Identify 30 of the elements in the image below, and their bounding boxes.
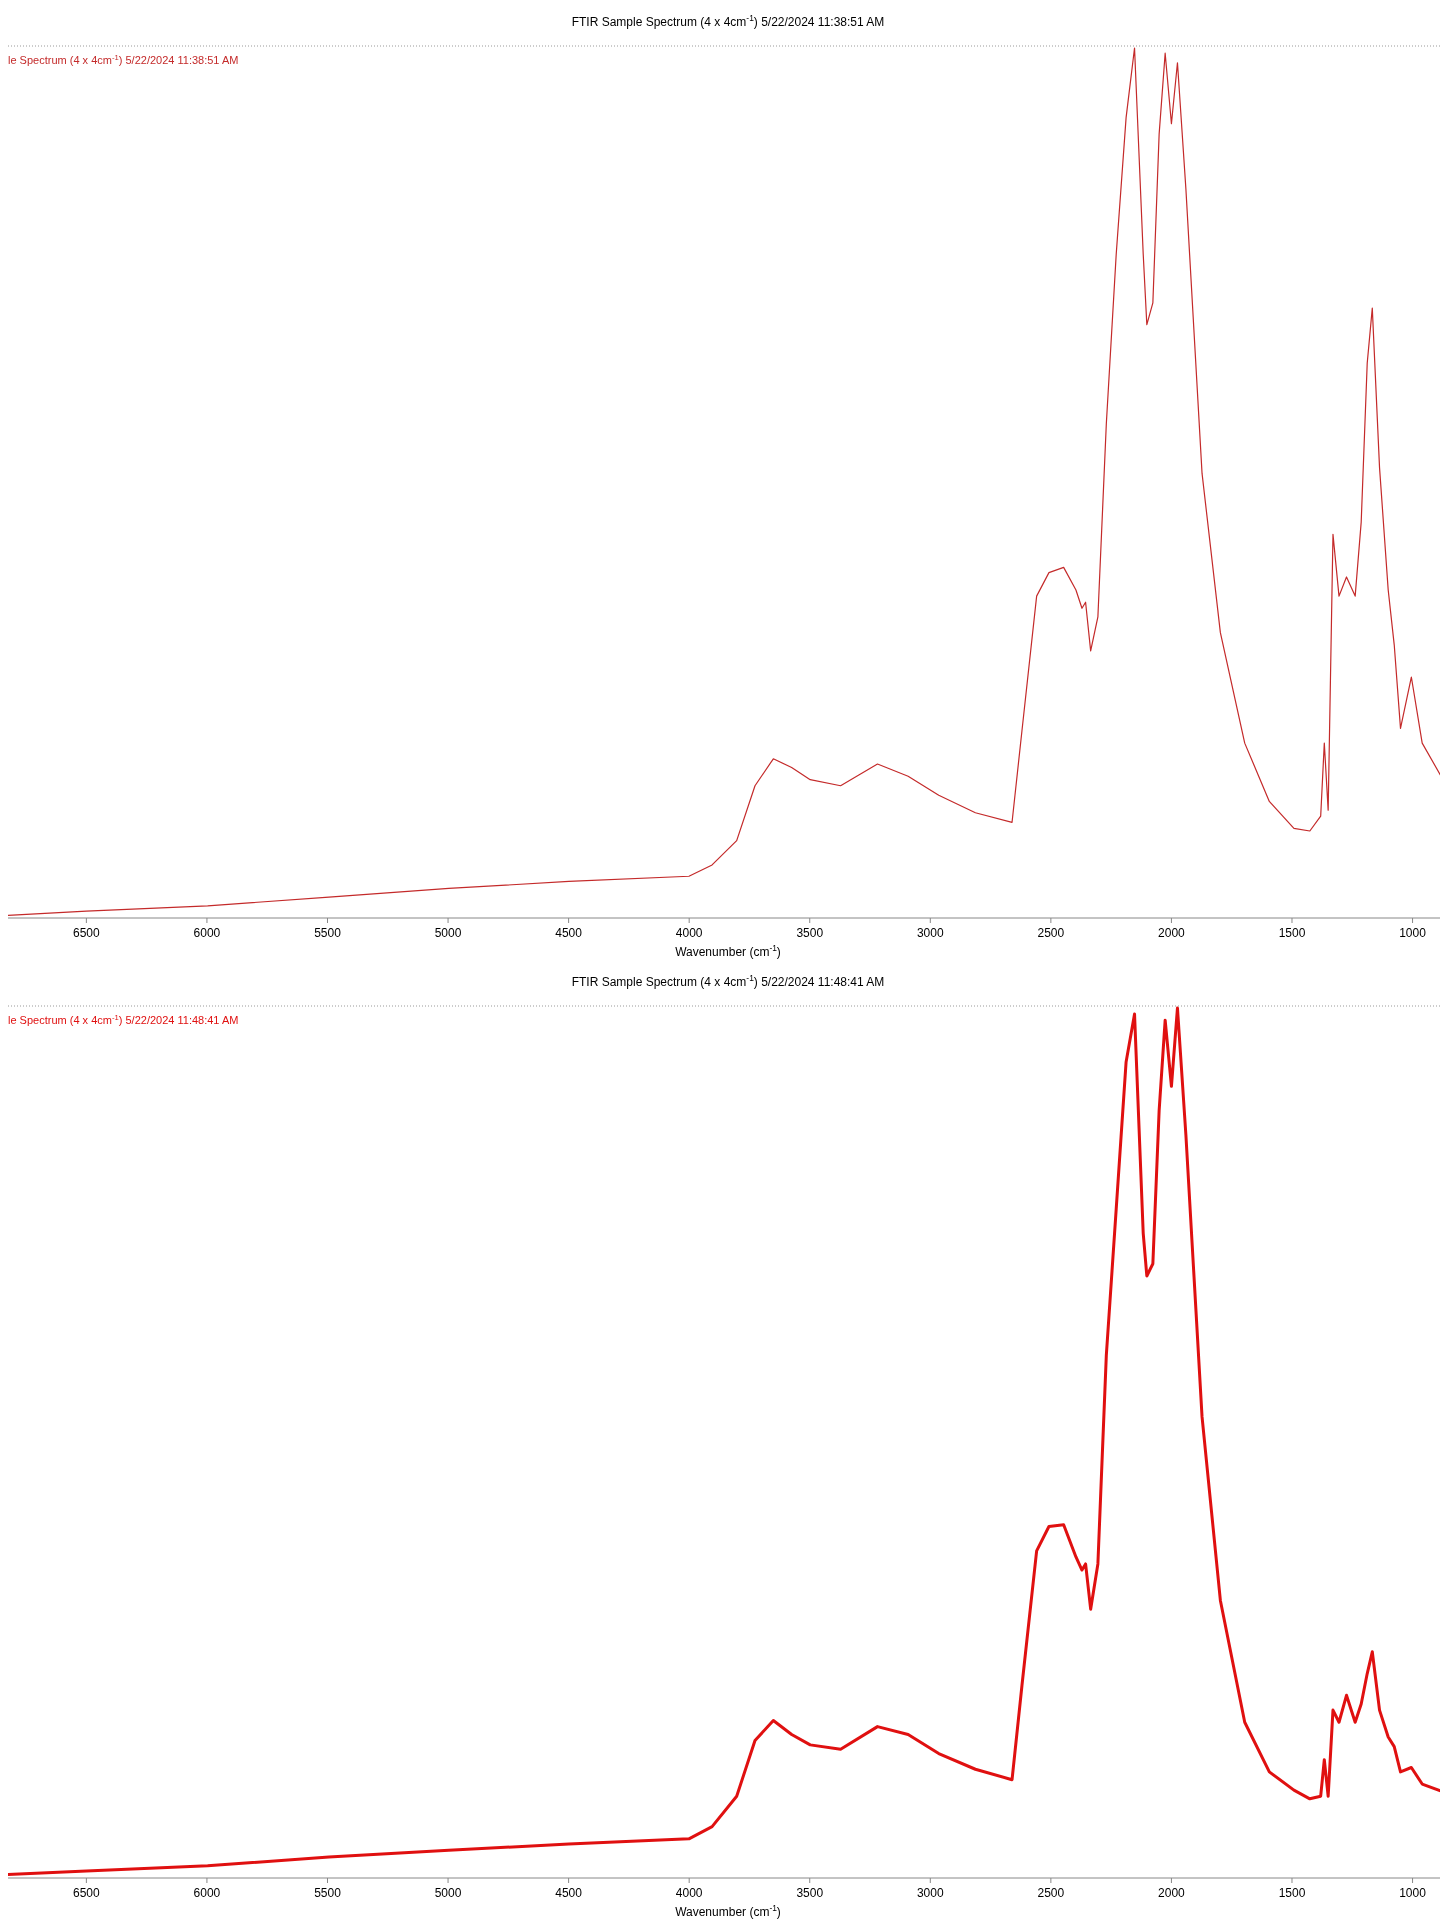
x-tick-label: 4500 [555, 926, 583, 940]
x-tick-label: 5500 [314, 1886, 342, 1900]
x-tick-label: 1500 [1278, 1886, 1306, 1900]
x-tick-label: 3000 [916, 926, 944, 940]
x-tick-label: 4000 [675, 1886, 703, 1900]
x-tick-label: 4500 [555, 1886, 583, 1900]
x-axis-title: Wavenumber (cm$^{-1}$) [675, 1903, 781, 1919]
chart-title: FTIR Sample Spectrum (4 x 4cm$^{-1}$) 5/22/2024 11:38:51 AM [571, 13, 885, 29]
x-tick-label: 5000 [434, 926, 462, 940]
x-axis-title: Wavenumber (cm$^{-1}$) [675, 943, 781, 959]
text: le Spectrum (4 x 4cm$^{-1}$) 5/22/2024 11:48:41 AM [8, 1012, 239, 1026]
x-tick-label: 4000 [675, 926, 703, 940]
x-tick-label: 6000 [193, 1886, 221, 1900]
text: le Spectrum (4 x 4cm$^{-1}$) 5/22/2024 11:38:51 AM [8, 52, 239, 66]
x-tick-label: 3500 [796, 926, 824, 940]
chart-title: FTIR Sample Spectrum (4 x 4cm$^{-1}$) 5/22/2024 11:48:41 AM [571, 973, 885, 989]
x-tick-label: 3000 [916, 1886, 944, 1900]
x-tick-label: 2000 [1158, 1886, 1186, 1900]
x-tick-label: 2000 [1158, 926, 1186, 940]
x-tick-label: 6000 [193, 926, 221, 940]
x-tick-label: 1000 [1399, 926, 1427, 940]
x-tick-label: 6500 [73, 1886, 101, 1900]
x-tick-label: 5000 [434, 1886, 462, 1900]
x-tick-label: 6500 [73, 926, 101, 940]
x-tick-label: 2500 [1037, 1886, 1065, 1900]
x-tick-label: 2500 [1037, 926, 1065, 940]
x-tick-label: 1000 [1399, 1886, 1427, 1900]
x-tick-label: 1500 [1278, 926, 1306, 940]
x-tick-label: 5500 [314, 926, 342, 940]
x-tick-label: 3500 [796, 1886, 824, 1900]
